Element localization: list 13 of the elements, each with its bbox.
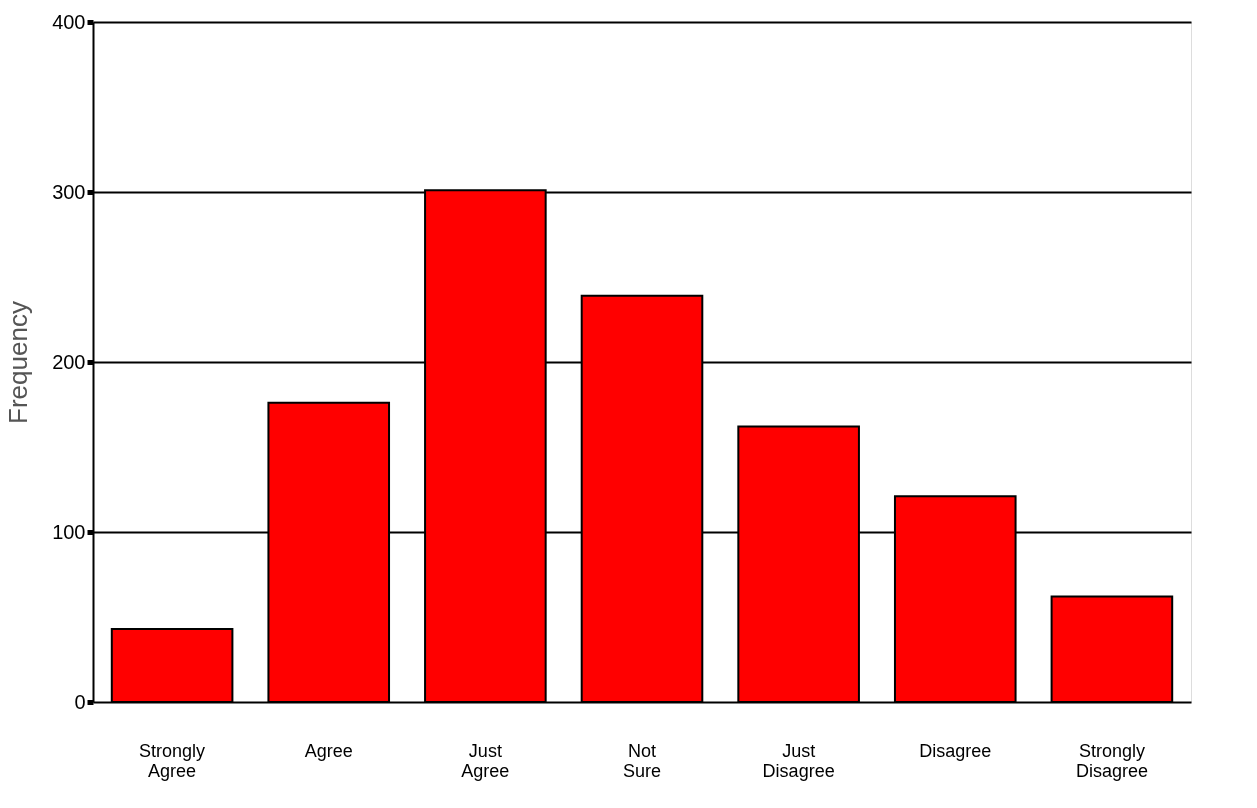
y-tick-label: 100 (52, 520, 86, 543)
y-tick-label: 0 (74, 690, 86, 713)
x-tick-label: Strongly Agree (139, 740, 206, 781)
x-tick-label: Disagree (919, 740, 992, 761)
x-tick-label: Not Sure (622, 740, 662, 781)
y-tick-label: 200 (52, 350, 86, 373)
x-tick-label: Just Disagree (762, 740, 835, 781)
x-tick-label: Strongly Disagree (1075, 740, 1148, 781)
x-tick-label: Agree (304, 740, 353, 761)
y-axis-title: Frequency (3, 301, 34, 424)
x-tick-label: Just Agree (461, 740, 510, 781)
y-tick-label: 300 (52, 180, 86, 203)
y-tick-label: 400 (52, 10, 86, 33)
